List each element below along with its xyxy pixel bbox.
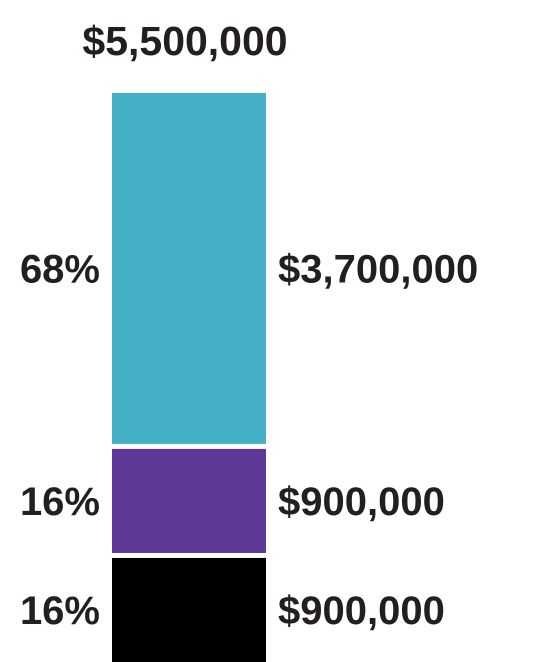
value-label-1: $3,700,000 xyxy=(278,247,478,291)
bar-segments: 68% $3,700,000 16% $900,000 16% $900,000 xyxy=(20,93,478,662)
bar-segment-1 xyxy=(112,93,266,444)
value-label-2: $900,000 xyxy=(278,480,445,524)
bar-segment-3 xyxy=(112,557,266,662)
percent-label-2: 16% xyxy=(20,480,100,524)
percent-label-1: 68% xyxy=(20,247,100,291)
total-label: $5,500,000 xyxy=(82,18,287,64)
value-label-3: $900,000 xyxy=(278,589,445,633)
percent-label-3: 16% xyxy=(20,589,100,633)
bar-segment-2 xyxy=(112,448,266,553)
